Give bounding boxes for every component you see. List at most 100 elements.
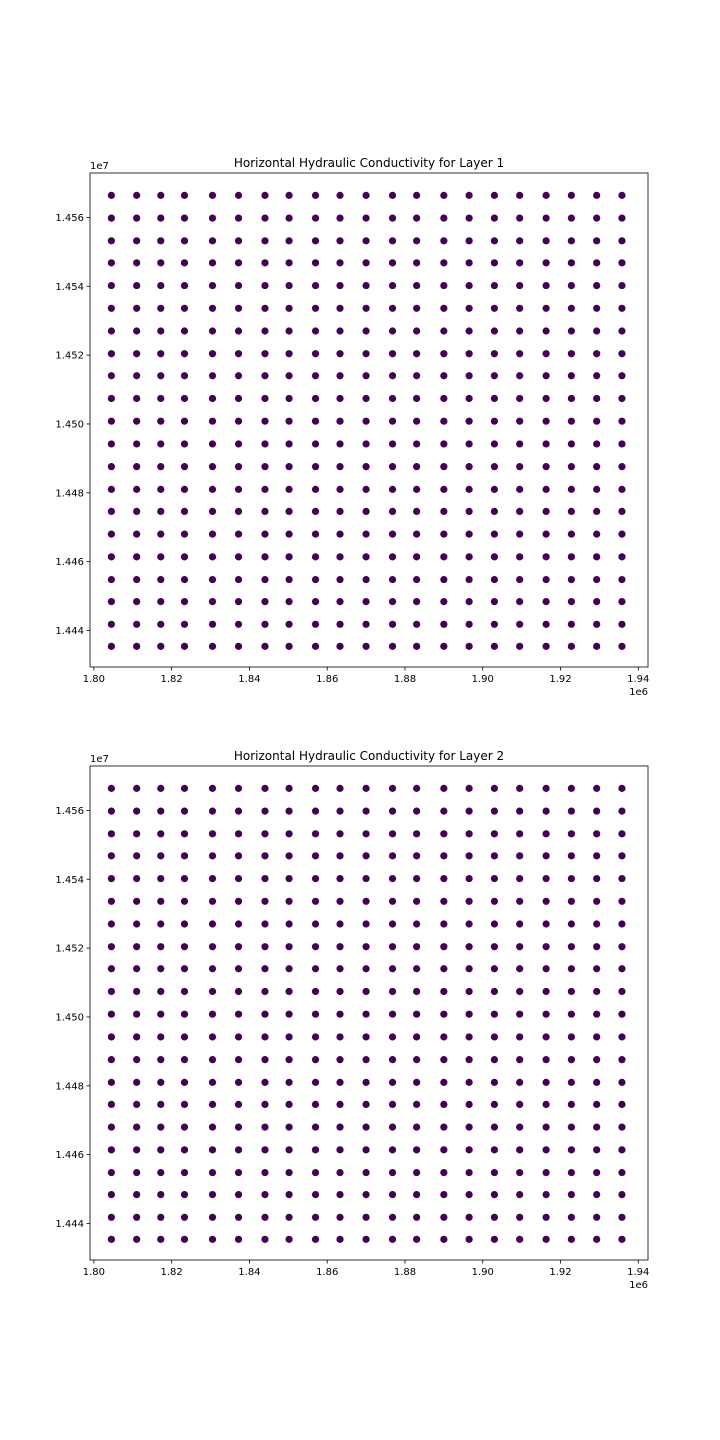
scatter-point (285, 620, 293, 628)
scatter-point (593, 642, 601, 650)
scatter-point (618, 1056, 626, 1064)
scatter-point (567, 214, 576, 222)
scatter-point (465, 1078, 473, 1086)
scatter-point (413, 259, 421, 267)
scatter-point (285, 642, 293, 650)
scatter-point (542, 440, 550, 448)
scatter-point (234, 191, 243, 199)
scatter-point (336, 1033, 344, 1041)
scatter-point (542, 830, 550, 838)
scatter-point (516, 440, 524, 448)
scatter-point (107, 807, 115, 815)
scatter-point (336, 1168, 344, 1177)
scatter-point (516, 1235, 524, 1243)
scatter-point (490, 987, 498, 996)
scatter-point (388, 259, 397, 267)
scatter-point (107, 191, 115, 199)
scatter-point (440, 1168, 448, 1177)
scatter-point (516, 530, 524, 538)
scatter-point (157, 784, 165, 792)
scatter-point (440, 830, 448, 838)
scatter-point (516, 943, 524, 951)
scatter-points (107, 784, 626, 1243)
scatter-point (618, 642, 626, 650)
scatter-point (567, 852, 576, 860)
scatter-point (311, 1100, 320, 1108)
scatter-point (593, 1190, 601, 1199)
scatter-point (157, 281, 165, 290)
scatter-point (107, 259, 115, 267)
scatter-point (593, 191, 601, 199)
scatter-point (311, 1078, 320, 1086)
x-tick-label: 1.94 (627, 1267, 649, 1278)
scatter-point (516, 1100, 524, 1108)
y-tick-label: 1.446 (55, 1150, 84, 1161)
scatter-point (388, 553, 397, 561)
scatter-point (593, 784, 601, 792)
scatter-point (285, 237, 293, 245)
scatter-point (336, 1235, 344, 1243)
scatter-point (465, 417, 473, 425)
scatter-point (234, 1213, 243, 1221)
scatter-point (261, 440, 269, 448)
scatter-point (208, 620, 217, 628)
scatter-point (516, 1033, 524, 1041)
scatter-point (261, 350, 269, 358)
scatter-point (336, 440, 344, 448)
x-tick-label: 1.88 (394, 674, 416, 685)
scatter-point (516, 1168, 524, 1177)
x-tick-label: 1.86 (316, 674, 338, 685)
scatter-point (618, 874, 626, 883)
scatter-point (261, 237, 269, 245)
scatter-point (567, 372, 576, 380)
scatter-point (208, 191, 217, 199)
scatter-point (107, 417, 115, 425)
scatter-point (362, 372, 370, 380)
scatter-point (516, 597, 524, 606)
scatter-point (180, 830, 189, 838)
scatter-point (516, 987, 524, 996)
scatter-point (618, 1010, 626, 1018)
scatter-point (336, 1123, 344, 1131)
scatter-point (311, 507, 320, 515)
scatter-point (490, 191, 498, 199)
scatter-point (490, 417, 498, 425)
scatter-point (618, 372, 626, 380)
scatter-point (465, 897, 473, 905)
scatter-point (388, 1123, 397, 1131)
scatter-point (542, 237, 550, 245)
scatter-point (208, 237, 217, 245)
scatter-point (180, 304, 189, 312)
scatter-point (618, 553, 626, 561)
scatter-point (208, 920, 217, 928)
scatter-point (362, 575, 370, 584)
scatter-point (618, 485, 626, 493)
scatter-point (133, 259, 141, 267)
scatter-point (593, 943, 601, 951)
scatter-point (440, 1100, 448, 1108)
scatter-point (133, 327, 141, 335)
scatter-point (208, 943, 217, 951)
scatter-point (490, 507, 498, 515)
scatter-point (311, 1056, 320, 1064)
scatter-point (413, 987, 421, 996)
scatter-point (465, 1010, 473, 1018)
scatter-point (618, 237, 626, 245)
scatter-point (234, 1235, 243, 1243)
scatter-point (465, 920, 473, 928)
scatter-point (261, 304, 269, 312)
scatter-point (336, 852, 344, 860)
scatter-point (362, 1235, 370, 1243)
scatter-point (465, 830, 473, 838)
scatter-point (618, 830, 626, 838)
scatter-point (618, 214, 626, 222)
scatter-point (133, 1078, 141, 1086)
x-tick-label: 1.90 (472, 674, 494, 685)
scatter-point (157, 575, 165, 584)
scatter-point (180, 372, 189, 380)
scatter-point (285, 943, 293, 951)
scatter-point (261, 1168, 269, 1177)
scatter-point (157, 874, 165, 883)
scatter-point (285, 281, 293, 290)
